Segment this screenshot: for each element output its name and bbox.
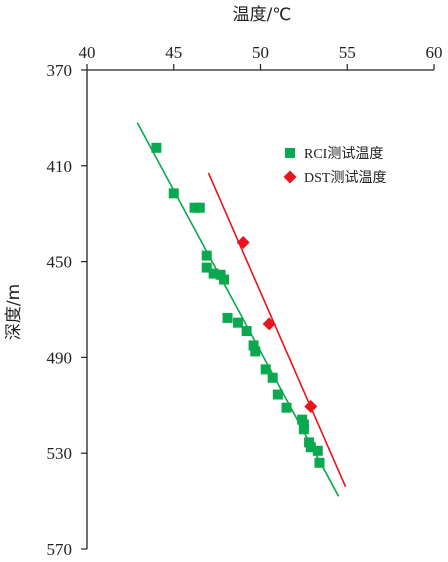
legend-marker-dst xyxy=(283,170,297,184)
rci-point xyxy=(248,340,259,351)
fit-line-dst xyxy=(207,172,347,488)
dst-point xyxy=(304,399,318,413)
x-tick-label: 60 xyxy=(426,43,443,62)
rci-point xyxy=(314,457,325,468)
y-tick-label: 530 xyxy=(47,444,73,463)
y-tick-label: 570 xyxy=(47,540,73,559)
rci-point xyxy=(281,402,292,413)
rci-point xyxy=(260,364,271,375)
rci-point xyxy=(219,274,230,285)
rci-point xyxy=(272,389,283,400)
rci-point xyxy=(168,188,179,199)
rci-point xyxy=(201,262,212,273)
legend-label: DST测试温度 xyxy=(304,170,386,186)
legend: RCI测试温度 DST测试温度 xyxy=(283,146,386,186)
y-tick-label: 370 xyxy=(47,61,73,80)
x-tick-label: 50 xyxy=(252,43,269,62)
rci-point xyxy=(201,250,212,261)
rci-point xyxy=(194,202,205,213)
x-tick-label: 55 xyxy=(339,43,356,62)
rci-point xyxy=(151,142,162,153)
y-axis-title: 深度/m xyxy=(4,284,24,340)
data-markers xyxy=(151,142,325,468)
dst-point xyxy=(262,317,276,331)
rci-point xyxy=(267,372,278,383)
x-axis-title: 温度/℃ xyxy=(233,5,292,25)
dst-point xyxy=(236,235,250,249)
legend-marker-rci xyxy=(285,148,295,158)
rci-point xyxy=(298,424,309,435)
y-tick-label: 450 xyxy=(47,253,73,272)
rci-point xyxy=(208,268,219,279)
rci-point xyxy=(241,326,252,337)
rci-point xyxy=(312,445,323,456)
x-tick-label: 45 xyxy=(165,43,182,62)
rci-point xyxy=(232,317,243,328)
rci-point xyxy=(222,312,233,323)
y-tick-label: 410 xyxy=(47,157,73,176)
axes: 40 45 50 55 60 370 410 450 490 530 570 xyxy=(47,43,443,559)
x-tick-label: 40 xyxy=(79,43,96,62)
rci-point xyxy=(305,442,316,453)
y-tick-label: 490 xyxy=(47,348,73,367)
rci-point xyxy=(250,346,261,357)
rci-point xyxy=(189,202,200,213)
legend-label: RCI测试温度 xyxy=(304,146,383,162)
